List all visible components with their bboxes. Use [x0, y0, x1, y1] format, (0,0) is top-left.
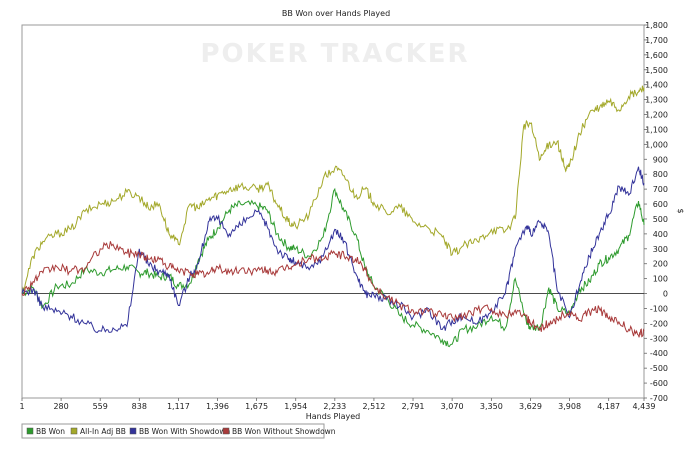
y-tick-label: 0	[663, 290, 668, 299]
y-tick-label: 600	[653, 200, 668, 209]
legend-box	[21, 423, 325, 439]
x-tick-label: 1,954	[284, 402, 307, 411]
x-tick-label: 2,791	[402, 402, 425, 411]
legend-swatch-bb-won	[26, 427, 34, 435]
y-tick-label: 1,500	[645, 66, 668, 75]
x-tick-label: 3,350	[480, 402, 503, 411]
x-tick-label: 2,512	[362, 402, 385, 411]
y-tick-label: 1,700	[645, 36, 668, 45]
y-tick-label: 1,100	[645, 125, 668, 134]
y-tick-label: 1,600	[645, 51, 668, 60]
legend-swatch-bb-won-without-showdown	[222, 427, 230, 435]
y-tick-label: -100	[650, 304, 668, 313]
y-tick-label: 1,400	[645, 81, 668, 90]
series-line-bb-won	[21, 187, 645, 348]
x-tick-label: 3,070	[441, 402, 464, 411]
x-tick-label: 559	[93, 402, 108, 411]
series-line-bb-won-with-showdown	[21, 166, 645, 334]
x-tick-label: 3,629	[519, 402, 542, 411]
x-tick-label: 280	[53, 402, 68, 411]
series-line-all-in-adj-bb	[21, 85, 645, 294]
y-axis: -700 -600 -500 -400 -300 -200 -100 0 100 200 300 40…	[644, 21, 668, 403]
x-tick-label: 4,439	[633, 402, 656, 411]
y-tick-label: 700	[653, 185, 668, 194]
x-tick-label: 3,908	[558, 402, 581, 411]
series-layer	[21, 85, 645, 348]
legend-swatch-bb-won-with-showdown	[129, 427, 137, 435]
x-tick-label: 1	[19, 402, 24, 411]
y-tick-label: 100	[653, 275, 668, 284]
x-tick-label: 1,396	[206, 402, 229, 411]
x-axis: 1 280 559 838 1,117 1,396 1,675 1,954 2,233 2,512…	[19, 398, 655, 411]
y-tick-label: 1,000	[645, 140, 668, 149]
y-tick-label: 500	[653, 215, 668, 224]
y-tick-label: 1,300	[645, 96, 668, 105]
plot-area-border	[21, 24, 645, 399]
legend-label-all-in-adj-bb: All-In Adj BB	[80, 427, 126, 436]
y-tick-label: 900	[653, 155, 668, 164]
legend-label-bb-won-with-showdown: BB Won With Showdown	[139, 427, 231, 436]
y-tick-label: -300	[650, 334, 668, 343]
x-tick-label: 838	[132, 402, 147, 411]
x-tick-label: 1,117	[167, 402, 190, 411]
y-tick-label: -500	[650, 364, 668, 373]
chart-title: BB Won over Hands Played	[282, 9, 390, 18]
legend: BB Won All-In Adj BB BB Won With Showdown B…	[21, 423, 336, 439]
x-tick-label: 4,187	[597, 402, 620, 411]
watermark-logo: POKER TRACKER	[200, 39, 469, 69]
y-tick-label: 200	[653, 260, 668, 269]
y-tick-label: -400	[650, 349, 668, 358]
x-axis-title: Hands Played	[306, 412, 360, 421]
y-axis-title: $	[676, 208, 685, 213]
y-tick-label: 400	[653, 230, 668, 239]
legend-swatch-all-in-adj-bb	[70, 427, 78, 435]
y-tick-label: -600	[650, 379, 668, 388]
y-tick-label: 1,800	[645, 21, 668, 30]
y-tick-label: -700	[650, 394, 668, 403]
x-tick-label: 1,675	[245, 402, 268, 411]
legend-label-bb-won: BB Won	[36, 427, 65, 436]
series-line-bb-won-without-showdown	[21, 241, 645, 338]
y-tick-label: 1,200	[645, 111, 668, 120]
y-tick-label: 300	[653, 245, 668, 254]
y-tick-label: 800	[653, 170, 668, 179]
legend-label-bb-won-without-showdown: BB Won Without Showdown	[232, 427, 336, 436]
y-tick-label: -200	[650, 319, 668, 328]
x-tick-label: 2,233	[323, 402, 346, 411]
